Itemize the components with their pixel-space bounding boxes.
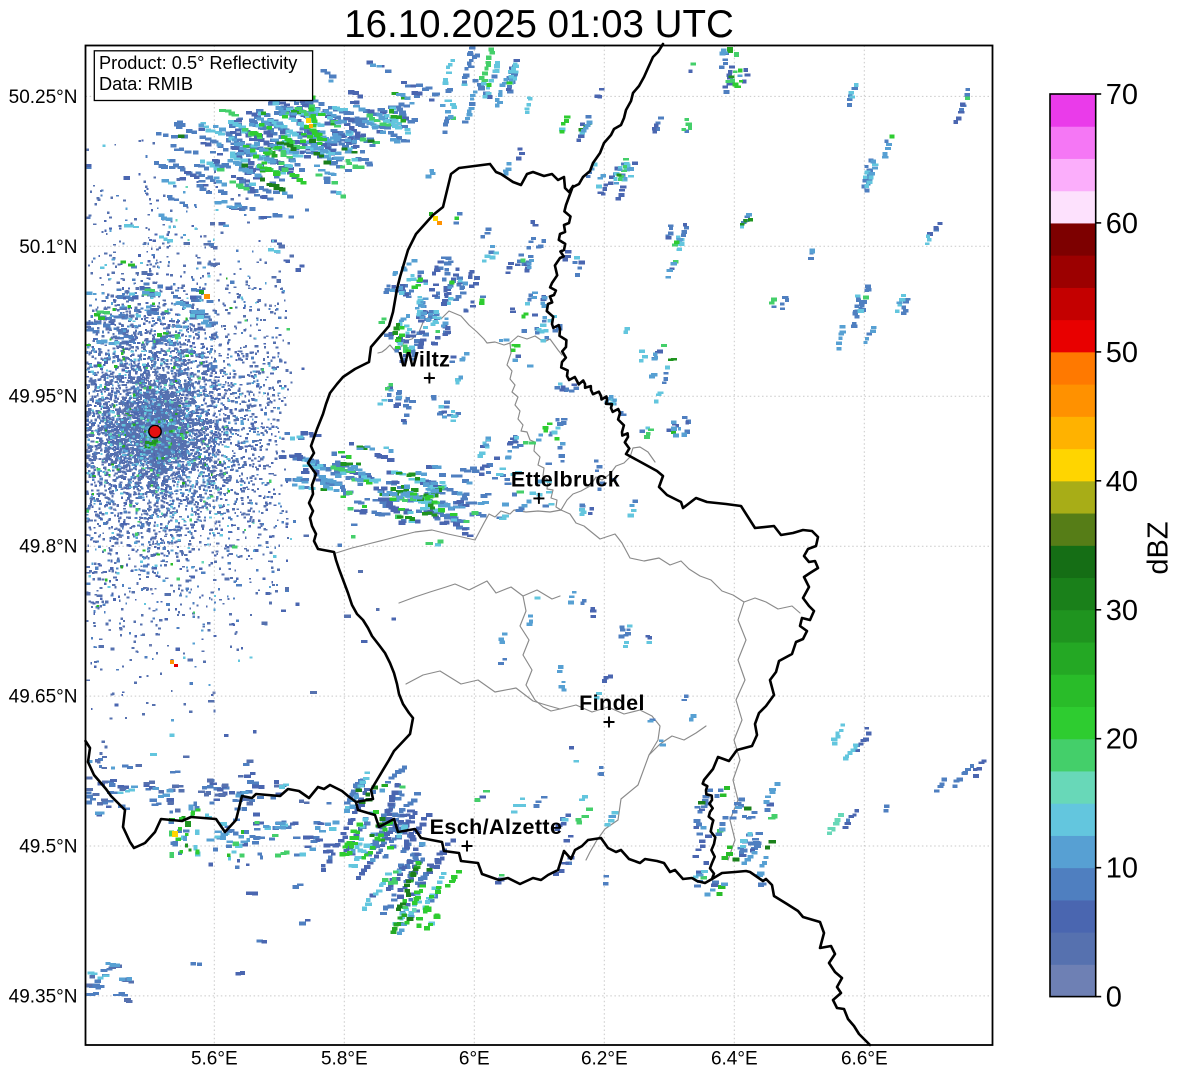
svg-text:70: 70 (1106, 79, 1138, 111)
svg-text:Ettelbruck: Ettelbruck (511, 468, 620, 492)
svg-text:49.5°N: 49.5°N (19, 837, 77, 858)
svg-text:40: 40 (1106, 466, 1138, 498)
svg-text:49.8°N: 49.8°N (19, 537, 77, 558)
svg-text:Product: 0.5° Reflectivity: Product: 0.5° Reflectivity (99, 53, 298, 73)
svg-text:Esch/Alzette: Esch/Alzette (430, 815, 563, 839)
svg-text:6°E: 6°E (459, 1049, 490, 1070)
svg-text:20: 20 (1106, 724, 1138, 756)
svg-text:50.1°N: 50.1°N (19, 237, 77, 258)
svg-text:30: 30 (1106, 595, 1138, 627)
svg-text:60: 60 (1106, 208, 1138, 240)
svg-text:0: 0 (1106, 982, 1122, 1014)
svg-text:5.8°E: 5.8°E (321, 1049, 368, 1070)
svg-text:50.25°N: 50.25°N (9, 87, 78, 108)
svg-text:Wiltz: Wiltz (398, 348, 450, 372)
svg-text:49.95°N: 49.95°N (9, 387, 78, 408)
svg-text:10: 10 (1106, 853, 1138, 885)
svg-text:6.6°E: 6.6°E (841, 1049, 888, 1070)
svg-text:dBZ: dBZ (1143, 521, 1175, 574)
svg-text:Data: RMIB: Data: RMIB (99, 74, 193, 94)
svg-text:49.35°N: 49.35°N (9, 986, 78, 1007)
svg-text:6.2°E: 6.2°E (581, 1049, 628, 1070)
svg-text:6.4°E: 6.4°E (711, 1049, 758, 1070)
svg-text:49.65°N: 49.65°N (9, 687, 78, 708)
svg-text:50: 50 (1106, 337, 1138, 369)
svg-text:16.10.2025 01:03 UTC: 16.10.2025 01:03 UTC (344, 3, 734, 46)
svg-text:5.6°E: 5.6°E (191, 1049, 238, 1070)
svg-text:Findel: Findel (579, 691, 645, 715)
